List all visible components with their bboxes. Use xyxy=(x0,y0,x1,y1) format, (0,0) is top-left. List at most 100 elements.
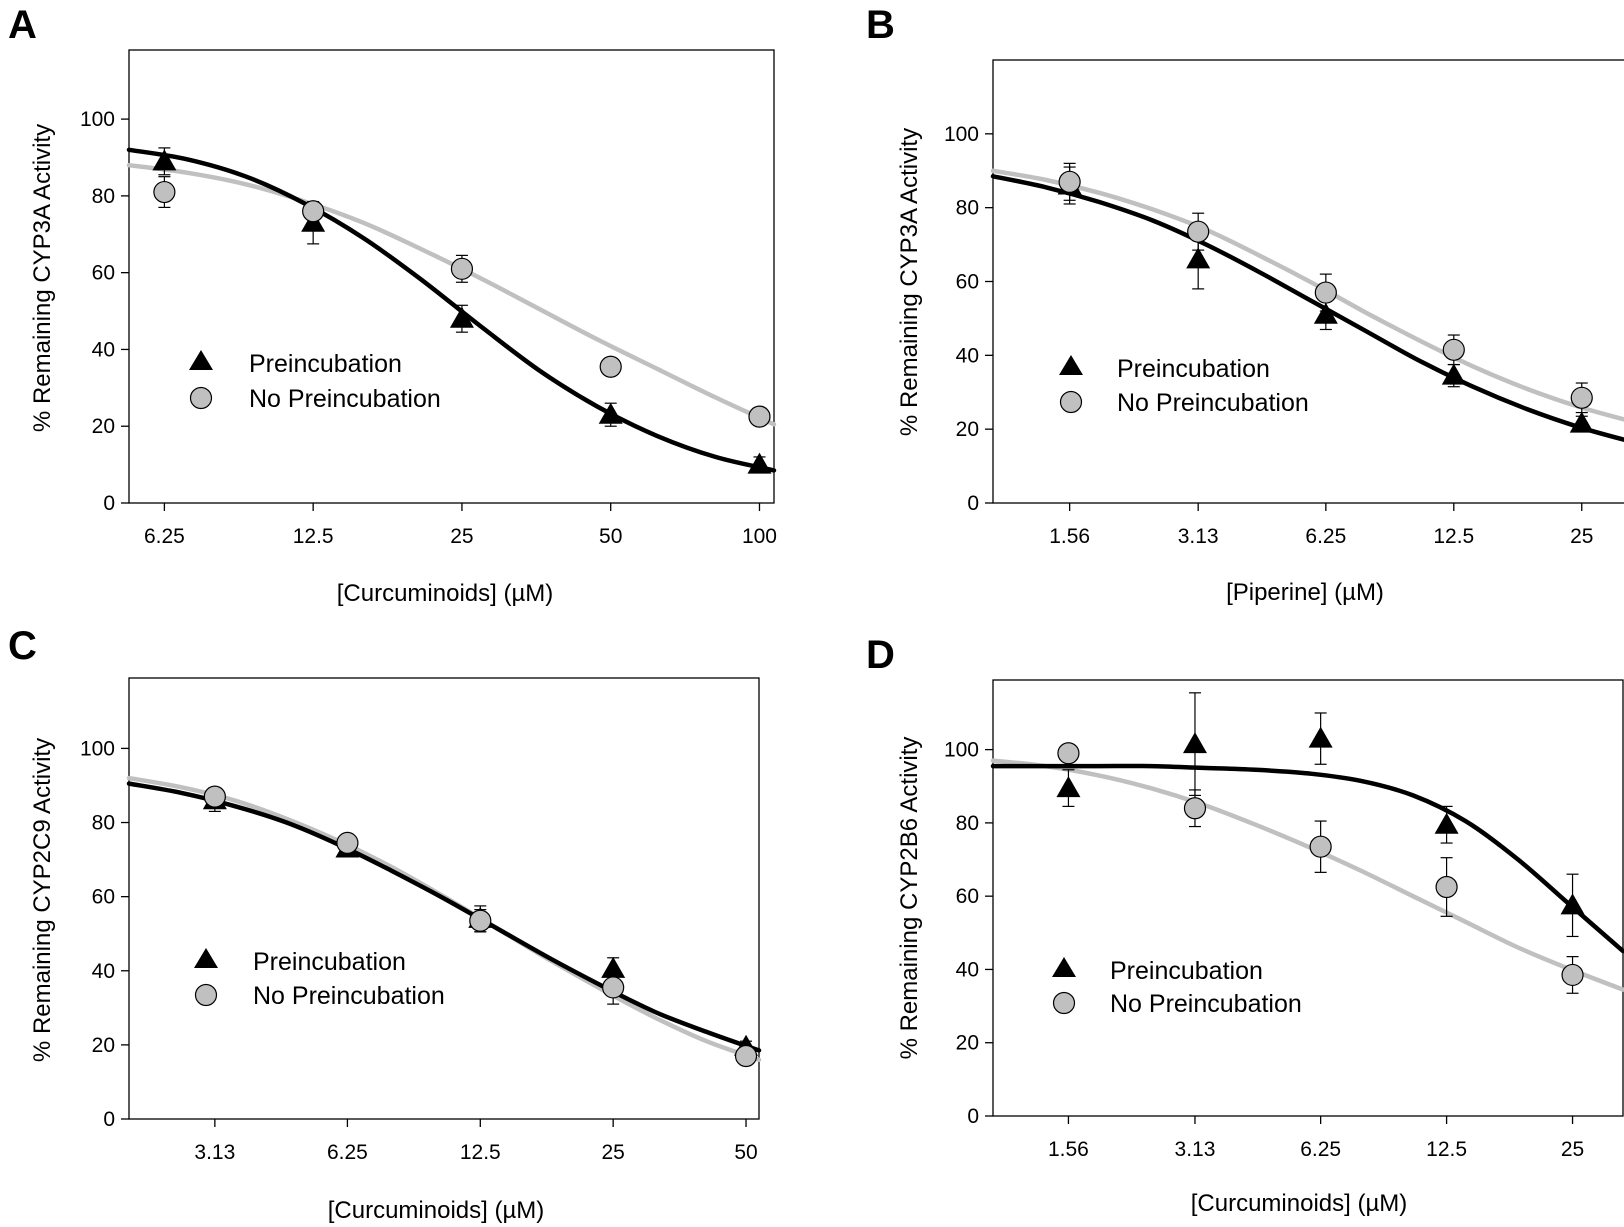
panel-b-fit-curve-no-preincubation xyxy=(990,168,1624,422)
panel-d-x-axis-label: [Curcuminoids] (µM) xyxy=(1191,1190,1408,1217)
panel-c-fit-curve-preincubation xyxy=(126,781,762,1053)
panel-a-y-axis-label: % Remaining CYP3A Activity xyxy=(29,124,56,432)
panel-d-data-points xyxy=(1056,692,1585,994)
panel-d-y-tick-label: 60 xyxy=(956,885,979,908)
panel-a-y-tick-label: 40 xyxy=(92,338,115,361)
panel-a-point-preincubation xyxy=(152,149,177,171)
panel-a-legend-no-preincubation: No Preincubation xyxy=(249,385,441,413)
panel-b-x-tick-label: 3.13 xyxy=(1178,525,1219,548)
panel-d-y-axis-label: % Remaining CYP2B6 Activity xyxy=(896,737,923,1060)
panel-c-y-tick-label: 80 xyxy=(92,812,115,835)
panel-d-fit-curves xyxy=(990,758,1624,992)
panel-a-x-tick-label: 25 xyxy=(450,525,473,548)
panel-a-point-preincubation xyxy=(747,452,772,474)
legend-circle-marker xyxy=(189,386,213,410)
panel-d-x-tick-label: 6.25 xyxy=(1300,1138,1341,1161)
panel-a-fit-curve-preincubation xyxy=(126,147,777,473)
panel-d-x-tick-label: 12.5 xyxy=(1426,1138,1467,1161)
panel-b-fit-curves xyxy=(990,168,1624,443)
panel-a-point-no-preincubation xyxy=(748,405,771,428)
panel-d-point-preincubation xyxy=(1308,726,1333,748)
panel-c-point-no-preincubation xyxy=(336,831,359,855)
panel-d-x-tick-label: 1.56 xyxy=(1048,1138,1089,1161)
panel-c-x-tick-label: 25 xyxy=(601,1141,624,1164)
panel-b-y-axis-label: % Remaining CYP3A Activity xyxy=(896,128,923,436)
panel-a-y-tick-label: 0 xyxy=(103,492,115,515)
panel-b-axes: 0 20 40 60 80 100 1.56 3.13 6.25 12.5 25 xyxy=(944,123,1593,548)
panel-d-y-tick-label: 80 xyxy=(956,812,979,835)
panel-a-fit-curve-no-preincubation xyxy=(126,162,777,427)
panel-d-y-tick-label: 20 xyxy=(956,1032,979,1055)
panel-a-x-tick-label: 50 xyxy=(599,525,622,548)
panel-b-point-no-preincubation xyxy=(1314,281,1337,304)
panel-c-x-tick-label: 50 xyxy=(734,1141,757,1164)
panel-d-x-tick-label: 3.13 xyxy=(1175,1138,1216,1161)
panel-b-point-preincubation xyxy=(1186,247,1211,269)
panel-d-point-no-preincubation xyxy=(1183,797,1207,820)
panel-b-point-no-preincubation xyxy=(1570,386,1593,409)
panel-d-point-preincubation xyxy=(1056,776,1081,798)
panel-a-legend-preincubation: Preincubation xyxy=(249,350,402,378)
legend-triangle-marker xyxy=(1052,957,1076,977)
panel-a-point-preincubation xyxy=(449,306,474,328)
panel-b-point-no-preincubation xyxy=(1187,220,1210,243)
panel-d-point-no-preincubation xyxy=(1309,835,1332,858)
panel-c-point-no-preincubation xyxy=(734,1044,758,1068)
panel-b-y-tick-label: 20 xyxy=(956,418,979,441)
panel-a-point-no-preincubation xyxy=(599,355,622,378)
panel-a-x-tick-label: 100 xyxy=(742,525,777,548)
panel-b-letter: B xyxy=(866,3,895,47)
panel-a-legend: Preincubation No Preincubation xyxy=(189,350,441,413)
panel-b-legend: Preincubation No Preincubation xyxy=(1059,355,1309,417)
panel-d: D 0 20 40 60 80 100 1.56 3.13 6.25 12.5 25 [Curcum… xyxy=(866,633,1624,1217)
panel-c: C 0 20 40 60 80 100 3.13 6.25 12.5 25 50 [Curcumin… xyxy=(8,624,762,1224)
panel-a-axes: 0 20 40 60 80 100 6.25 12.5 25 50 100 xyxy=(80,108,777,548)
panel-b-legend-no-preincubation: No Preincubation xyxy=(1117,389,1309,417)
panel-d-y-tick-label: 0 xyxy=(967,1105,979,1128)
panel-b-y-tick-label: 100 xyxy=(944,123,979,146)
panel-c-x-tick-label: 3.13 xyxy=(194,1141,235,1164)
panel-b-x-tick-label: 1.56 xyxy=(1049,525,1090,548)
panel-c-x-axis-label: [Curcuminoids] (µM) xyxy=(328,1197,545,1224)
panel-c-fit-curves xyxy=(126,775,762,1062)
panel-a-point-no-preincubation xyxy=(450,257,474,280)
panel-d-point-preincubation xyxy=(1560,893,1585,915)
panel-c-point-preincubation xyxy=(601,956,626,978)
panel-d-letter: D xyxy=(866,633,895,677)
panel-c-legend: Preincubation No Preincubation xyxy=(194,948,445,1010)
panel-d-fit-curve-no-preincubation xyxy=(990,758,1624,992)
panel-c-legend-no-preincubation: No Preincubation xyxy=(253,982,445,1010)
panel-c-y-tick-label: 20 xyxy=(92,1034,115,1057)
panel-c-data-points xyxy=(202,785,759,1068)
legend-circle-marker xyxy=(194,983,218,1007)
legend-triangle-marker xyxy=(189,350,213,370)
panel-c-x-tick-label: 12.5 xyxy=(460,1141,501,1164)
panel-a-y-tick-label: 60 xyxy=(92,262,115,285)
panel-b-x-axis-label: [Piperine] (µM) xyxy=(1226,579,1384,606)
panel-b-y-tick-label: 0 xyxy=(967,492,979,515)
panel-c-letter: C xyxy=(8,624,37,668)
panel-c-legend-preincubation: Preincubation xyxy=(253,948,406,976)
panel-b-x-tick-label: 12.5 xyxy=(1433,525,1474,548)
panel-d-y-tick-label: 100 xyxy=(944,739,979,762)
legend-circle-marker xyxy=(1059,390,1083,414)
panel-d-legend-no-preincubation: No Preincubation xyxy=(1110,990,1302,1018)
panel-b-point-no-preincubation xyxy=(1058,170,1081,193)
panel-b-legend-preincubation: Preincubation xyxy=(1117,355,1270,383)
panel-a-data-points xyxy=(152,147,772,474)
panel-b-x-tick-label: 25 xyxy=(1570,525,1593,548)
panel-c-axes: 0 20 40 60 80 100 3.13 6.25 12.5 25 50 xyxy=(80,737,758,1164)
panel-d-point-no-preincubation xyxy=(1561,963,1584,987)
panel-a-x-tick-label: 6.25 xyxy=(144,525,185,548)
panel-c-y-tick-label: 40 xyxy=(92,960,115,983)
panel-a-x-tick-label: 12.5 xyxy=(293,525,334,548)
panel-c-x-tick-label: 6.25 xyxy=(327,1141,368,1164)
panel-d-point-preincubation xyxy=(1434,812,1459,834)
panel-a-plot-frame xyxy=(128,49,775,504)
panel-a-point-no-preincubation xyxy=(302,200,325,223)
panel-c-y-tick-label: 0 xyxy=(103,1108,115,1131)
panel-a-point-preincubation xyxy=(598,402,623,424)
panel-d-x-tick-label: 25 xyxy=(1561,1138,1584,1161)
panel-c-point-no-preincubation xyxy=(203,785,226,808)
